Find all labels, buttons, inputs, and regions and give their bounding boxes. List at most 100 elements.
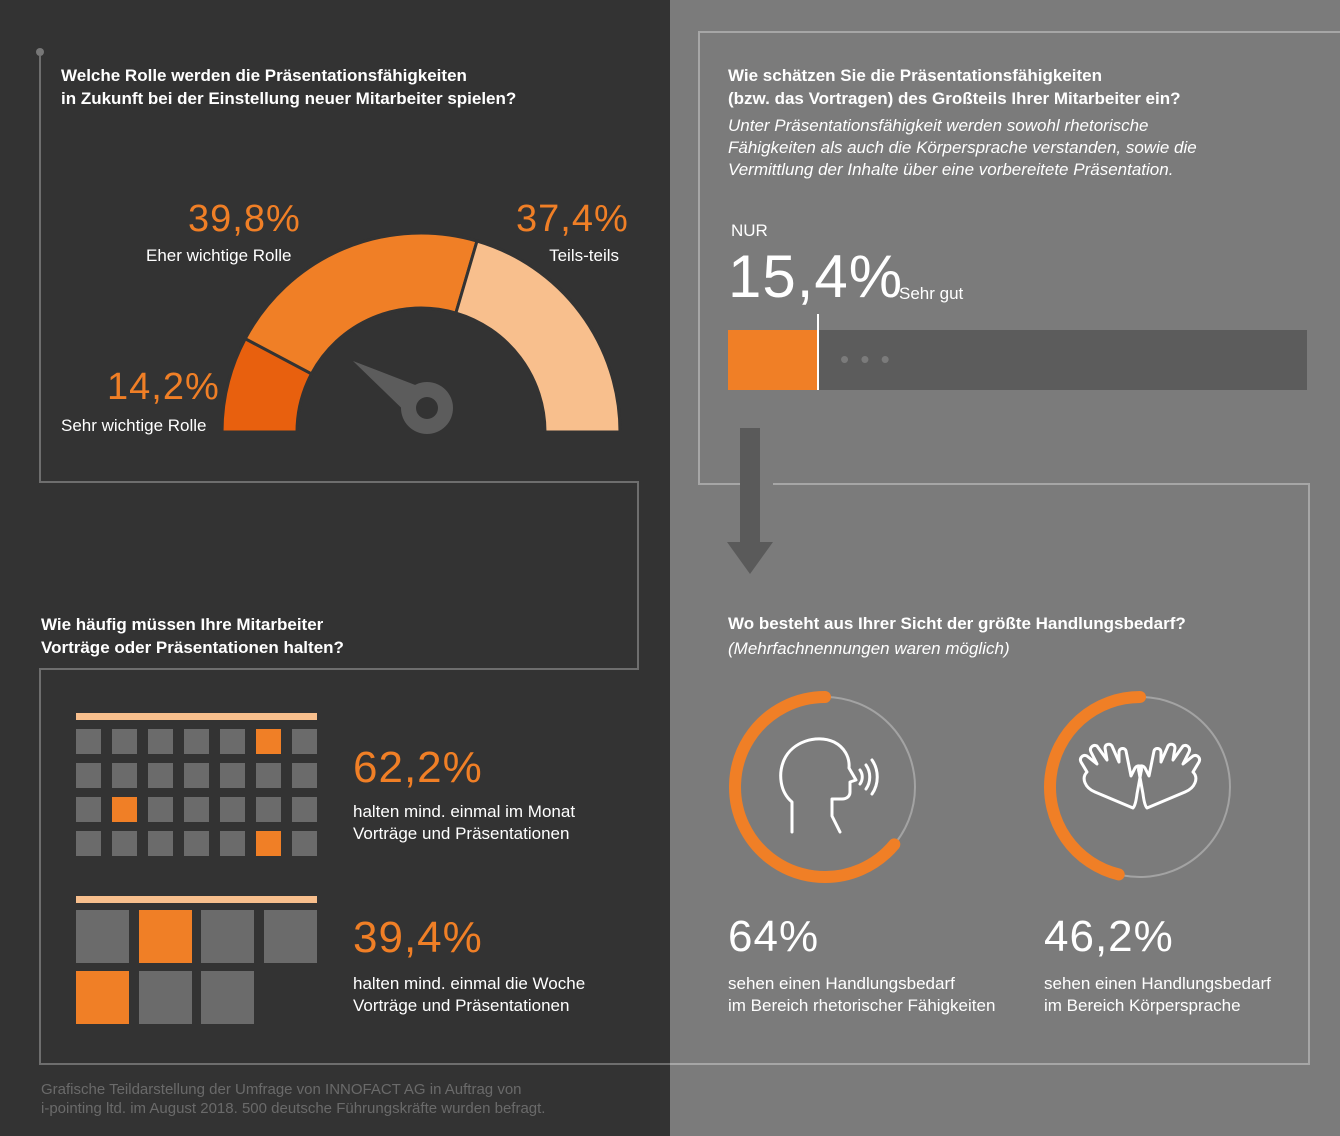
calendar-week-top-bar	[76, 896, 317, 903]
bodylanguage-text: sehen einen Handlungsbedarf im Bereich K…	[1044, 973, 1271, 1017]
gauge-value-eher: 39,8%	[188, 198, 301, 240]
rhetoric-text: sehen einen Handlungsbedarf im Bereich r…	[728, 973, 995, 1017]
speaking-head-icon	[779, 737, 879, 834]
calendar-month-day	[184, 729, 209, 754]
calendar-month-day	[220, 729, 245, 754]
calendar-month-day	[292, 831, 317, 856]
arrow-down-icon	[727, 542, 773, 574]
weekly-text-line-2: Vorträge und Präsentationen	[353, 996, 570, 1015]
calendar-month-day	[112, 729, 137, 754]
monthly-text-line-1: halten mind. einmal im Monat	[353, 802, 576, 821]
calendar-week-day	[138, 910, 192, 963]
calendar-month-day	[256, 831, 281, 856]
weekly-value: 39,4%	[353, 913, 483, 962]
gauge-needle-icon	[353, 361, 453, 434]
calendar-month-day	[256, 763, 281, 788]
calendar-month-day	[112, 831, 137, 856]
arrow-shaft	[740, 428, 760, 544]
start-dot	[36, 48, 44, 56]
calendar-month-day	[292, 729, 317, 754]
calendar-week-day	[76, 971, 129, 1024]
skills-note: Unter Präsentationsfähigkeit werden sowo…	[728, 115, 1318, 181]
frequency-question-line-1: Wie häufig müssen Ihre Mitarbeiter	[41, 615, 324, 634]
skills-question: Wie schätzen Sie die Präsentationsfähigk…	[728, 64, 1308, 110]
calendar-week-day	[201, 910, 255, 963]
calendar-week-day	[264, 910, 318, 963]
calendar-month-day	[220, 763, 245, 788]
frequency-question: Wie häufig müssen Ihre Mitarbeiter Vortr…	[41, 613, 621, 659]
calendar-month-top-bar	[76, 713, 317, 720]
need-question: Wo besteht aus Ihrer Sicht der größte Ha…	[728, 614, 1186, 633]
rhetoric-ring-chart	[729, 691, 916, 883]
bodylanguage-ring-chart	[1044, 691, 1231, 881]
rhetoric-ring-arc	[729, 691, 901, 883]
calendar-month-day	[112, 797, 137, 822]
calendar-month-day	[148, 763, 173, 788]
skills-bar-track: • • •	[728, 314, 1307, 390]
bodylanguage-text-line-1: sehen einen Handlungsbedarf	[1044, 974, 1271, 993]
skills-bar-fill	[728, 330, 817, 390]
gauge-question-line-1: Welche Rolle werden die Präsentationsfäh…	[61, 66, 467, 85]
gauge-value-teils: 37,4%	[516, 198, 629, 240]
calendar-month-day	[292, 763, 317, 788]
skills-question-line-2: (bzw. das Vortragen) des Großteils Ihrer…	[728, 89, 1181, 108]
gauge-label-sehr: Sehr wichtige Rolle	[61, 416, 207, 435]
rhetoric-value: 64%	[728, 912, 820, 961]
calendar-month-day	[256, 797, 281, 822]
gauge-label-eher: Eher wichtige Rolle	[146, 246, 292, 265]
footer-note: Grafische Teildarstellung der Umfrage vo…	[41, 1080, 661, 1118]
calendar-week-icon	[76, 910, 318, 1028]
calendar-month-day	[76, 729, 101, 754]
right-panel	[670, 0, 1340, 1136]
gauge-question-line-2: in Zukunft bei der Einstellung neuer Mit…	[61, 89, 517, 108]
footer-line-1: Grafische Teildarstellung der Umfrage vo…	[41, 1081, 522, 1098]
gauge-question: Welche Rolle werden die Präsentationsfäh…	[61, 64, 621, 110]
hands-icon	[1079, 742, 1201, 810]
monthly-text: halten mind. einmal im Monat Vorträge un…	[353, 801, 575, 845]
monthly-text-line-2: Vorträge und Präsentationen	[353, 824, 570, 843]
weekly-text-line-1: halten mind. einmal die Woche	[353, 974, 586, 993]
skills-note-line-1: Unter Präsentationsfähigkeit werden sowo…	[728, 116, 1149, 135]
skills-note-line-3: Vermittlung der Inhalte über eine vorber…	[728, 160, 1174, 179]
gauge-chart	[220, 231, 622, 434]
calendar-week-day	[201, 971, 255, 1024]
bodylanguage-value: 46,2%	[1044, 912, 1174, 961]
skills-question-line-1: Wie schätzen Sie die Präsentationsfähigk…	[728, 66, 1102, 85]
gauge-segment-eher	[243, 231, 479, 376]
rhetoric-text-line-2: im Bereich rhetorischer Fähigkeiten	[728, 996, 996, 1015]
calendar-month-day	[184, 797, 209, 822]
bodylanguage-text-line-2: im Bereich Körpersprache	[1044, 996, 1241, 1015]
rhetoric-text-line-1: sehen einen Handlungsbedarf	[728, 974, 955, 993]
gauge-label-teils: Teils-teils	[549, 246, 619, 265]
calendar-month-day	[76, 831, 101, 856]
calendar-month-day	[292, 797, 317, 822]
calendar-month-day	[220, 831, 245, 856]
calendar-month-day	[148, 831, 173, 856]
need-note: (Mehrfachnennungen waren möglich)	[728, 639, 1010, 658]
calendar-month-day	[148, 729, 173, 754]
calendar-week-day	[138, 971, 192, 1024]
calendar-month-day	[184, 831, 209, 856]
skills-prefix: NUR	[731, 221, 768, 240]
skills-bar-marker	[817, 314, 819, 390]
bodylanguage-ring-arc	[1044, 691, 1146, 881]
footer-line-2: i-pointing ltd. im August 2018. 500 deut…	[41, 1100, 546, 1117]
calendar-month-day	[112, 763, 137, 788]
skills-note-line-2: Fähigkeiten als auch die Körpersprache v…	[728, 138, 1197, 157]
gauge-segment-teils	[454, 239, 622, 434]
calendar-month-day	[184, 763, 209, 788]
calendar-month-day	[76, 763, 101, 788]
calendar-month-day	[256, 729, 281, 754]
weekly-text: halten mind. einmal die Woche Vorträge u…	[353, 973, 585, 1017]
ellipsis-icon: • • •	[840, 344, 892, 374]
calendar-month-day	[148, 797, 173, 822]
calendar-month-day	[76, 797, 101, 822]
calendar-week-day	[76, 910, 129, 963]
skills-label: Sehr gut	[899, 284, 964, 303]
calendar-month-day	[220, 797, 245, 822]
monthly-value: 62,2%	[353, 743, 483, 792]
skills-value: 15,4%	[728, 243, 904, 310]
gauge-value-sehr: 14,2%	[107, 366, 220, 408]
frequency-question-line-2: Vorträge oder Präsentationen halten?	[41, 638, 344, 657]
